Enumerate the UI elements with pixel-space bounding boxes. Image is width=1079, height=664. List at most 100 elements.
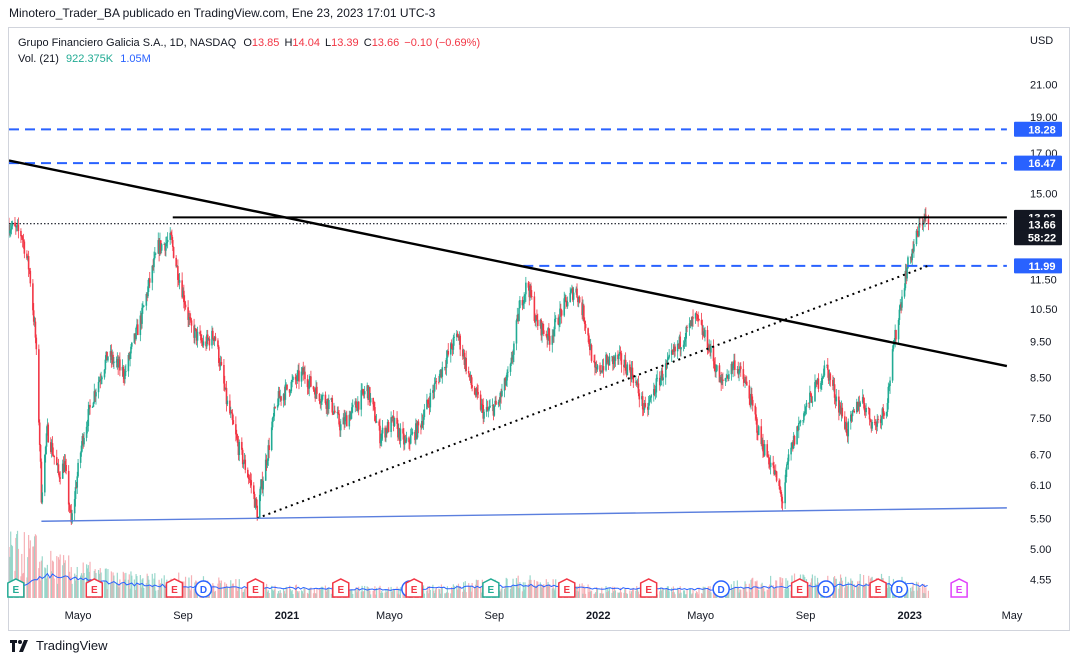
- earnings-marker-icon[interactable]: E: [950, 578, 968, 598]
- price-tick-label: 5.50: [1030, 513, 1051, 525]
- dividend-marker-icon[interactable]: D: [817, 580, 835, 598]
- volume-bar: [912, 582, 914, 598]
- volume-bar: [115, 582, 118, 598]
- earnings-marker-icon[interactable]: E: [405, 578, 423, 598]
- candle-body: [530, 285, 532, 297]
- time-tick-label: Mayo: [376, 610, 403, 622]
- earnings-marker-shape: [869, 578, 887, 598]
- volume-bar: [283, 591, 286, 598]
- symbol-label[interactable]: Grupo Financiero Galicia S.A., 1D, NASDA…: [18, 37, 237, 49]
- earnings-marker-icon[interactable]: E: [332, 578, 350, 598]
- event-marker-letter: E: [645, 585, 652, 596]
- price-tag-label: 11.99: [1029, 261, 1056, 273]
- dividend-marker-icon[interactable]: D: [890, 580, 909, 598]
- candle-body: [318, 393, 321, 402]
- candle-body: [141, 307, 143, 324]
- volume-bar: [373, 590, 375, 598]
- candle-body: [599, 365, 601, 372]
- volume-bar: [608, 587, 611, 598]
- earnings-marker-icon[interactable]: E: [482, 578, 500, 598]
- volume-bar: [476, 580, 478, 598]
- dividend-marker-icon[interactable]: D: [194, 580, 213, 598]
- candle-body: [351, 404, 354, 408]
- earnings-marker-icon[interactable]: E: [246, 578, 265, 598]
- candle-body: [521, 300, 524, 306]
- event-marker-letter: D: [718, 585, 725, 596]
- volume-bar: [587, 584, 589, 598]
- candle-body: [678, 336, 681, 346]
- earnings-marker-icon[interactable]: E: [165, 578, 184, 598]
- candle-body: [32, 283, 34, 311]
- tradingview-brand[interactable]: TradingView: [36, 638, 108, 653]
- volume-bar: [850, 578, 852, 598]
- volume-bar: [232, 583, 234, 598]
- volume-bar: [57, 583, 59, 598]
- volume-bar: [355, 587, 357, 598]
- candle-body: [289, 391, 292, 393]
- candle-body: [243, 459, 246, 463]
- candle-body: [157, 240, 160, 254]
- volume-bar: [678, 593, 680, 598]
- candle-body: [660, 370, 663, 379]
- candle-body: [130, 346, 132, 354]
- volume-label[interactable]: Vol. (21): [18, 53, 59, 65]
- volume-bar: [136, 576, 138, 598]
- volume-bar: [551, 588, 553, 598]
- volume-bar: [536, 581, 538, 598]
- candle-body: [258, 494, 261, 519]
- candle-body: [662, 377, 664, 381]
- candle-body: [613, 356, 616, 361]
- candle-body: [56, 464, 59, 466]
- time-tick-label: Sep: [796, 610, 816, 622]
- volume-bar: [772, 585, 774, 598]
- earnings-marker-icon[interactable]: E: [639, 578, 658, 598]
- volume-bar: [684, 594, 686, 598]
- candle-body: [438, 381, 440, 383]
- candle-body: [387, 422, 390, 432]
- candle-body: [679, 336, 682, 350]
- candle-body: [654, 392, 657, 394]
- candle-body: [160, 244, 163, 251]
- volume-bar: [522, 582, 524, 598]
- candle-body: [152, 265, 154, 268]
- volume-bar: [69, 576, 72, 598]
- volume-bar: [549, 584, 551, 598]
- earnings-marker-icon[interactable]: E: [869, 578, 887, 598]
- candle-body: [832, 384, 835, 386]
- earnings-marker-icon[interactable]: E: [790, 578, 809, 598]
- candle-body: [922, 220, 925, 225]
- volume-bar: [301, 591, 303, 598]
- candle-body: [475, 388, 478, 396]
- earnings-marker-icon[interactable]: E: [7, 578, 25, 598]
- candle-body: [154, 253, 157, 255]
- volume-bar: [148, 579, 150, 598]
- candle-body: [392, 416, 394, 418]
- candle-body: [518, 308, 520, 322]
- volume-bar: [554, 590, 556, 598]
- volume-bar: [427, 586, 429, 598]
- volume-bar: [734, 586, 736, 598]
- candle-body: [45, 433, 48, 447]
- volume-bar: [350, 589, 352, 598]
- candle-body: [907, 257, 909, 269]
- volume-bar: [673, 592, 675, 598]
- earnings-marker-icon[interactable]: E: [558, 578, 576, 598]
- volume-bar: [296, 591, 298, 598]
- footer: TradingView: [10, 638, 108, 653]
- candle-body: [14, 222, 16, 227]
- candle-body: [870, 421, 873, 429]
- candle-body: [453, 336, 456, 338]
- dividend-marker-icon[interactable]: D: [712, 580, 730, 598]
- volume-bar: [743, 588, 745, 598]
- candle-body: [339, 424, 342, 431]
- volume-bar: [506, 578, 508, 598]
- volume-bar: [32, 546, 34, 598]
- candle-body: [47, 424, 50, 443]
- volume-bar: [706, 589, 709, 598]
- volume-bar: [510, 585, 512, 598]
- candle-body: [906, 268, 908, 279]
- earnings-marker-icon[interactable]: E: [85, 578, 104, 598]
- volume-bar: [45, 578, 48, 598]
- volume-bar: [710, 592, 712, 598]
